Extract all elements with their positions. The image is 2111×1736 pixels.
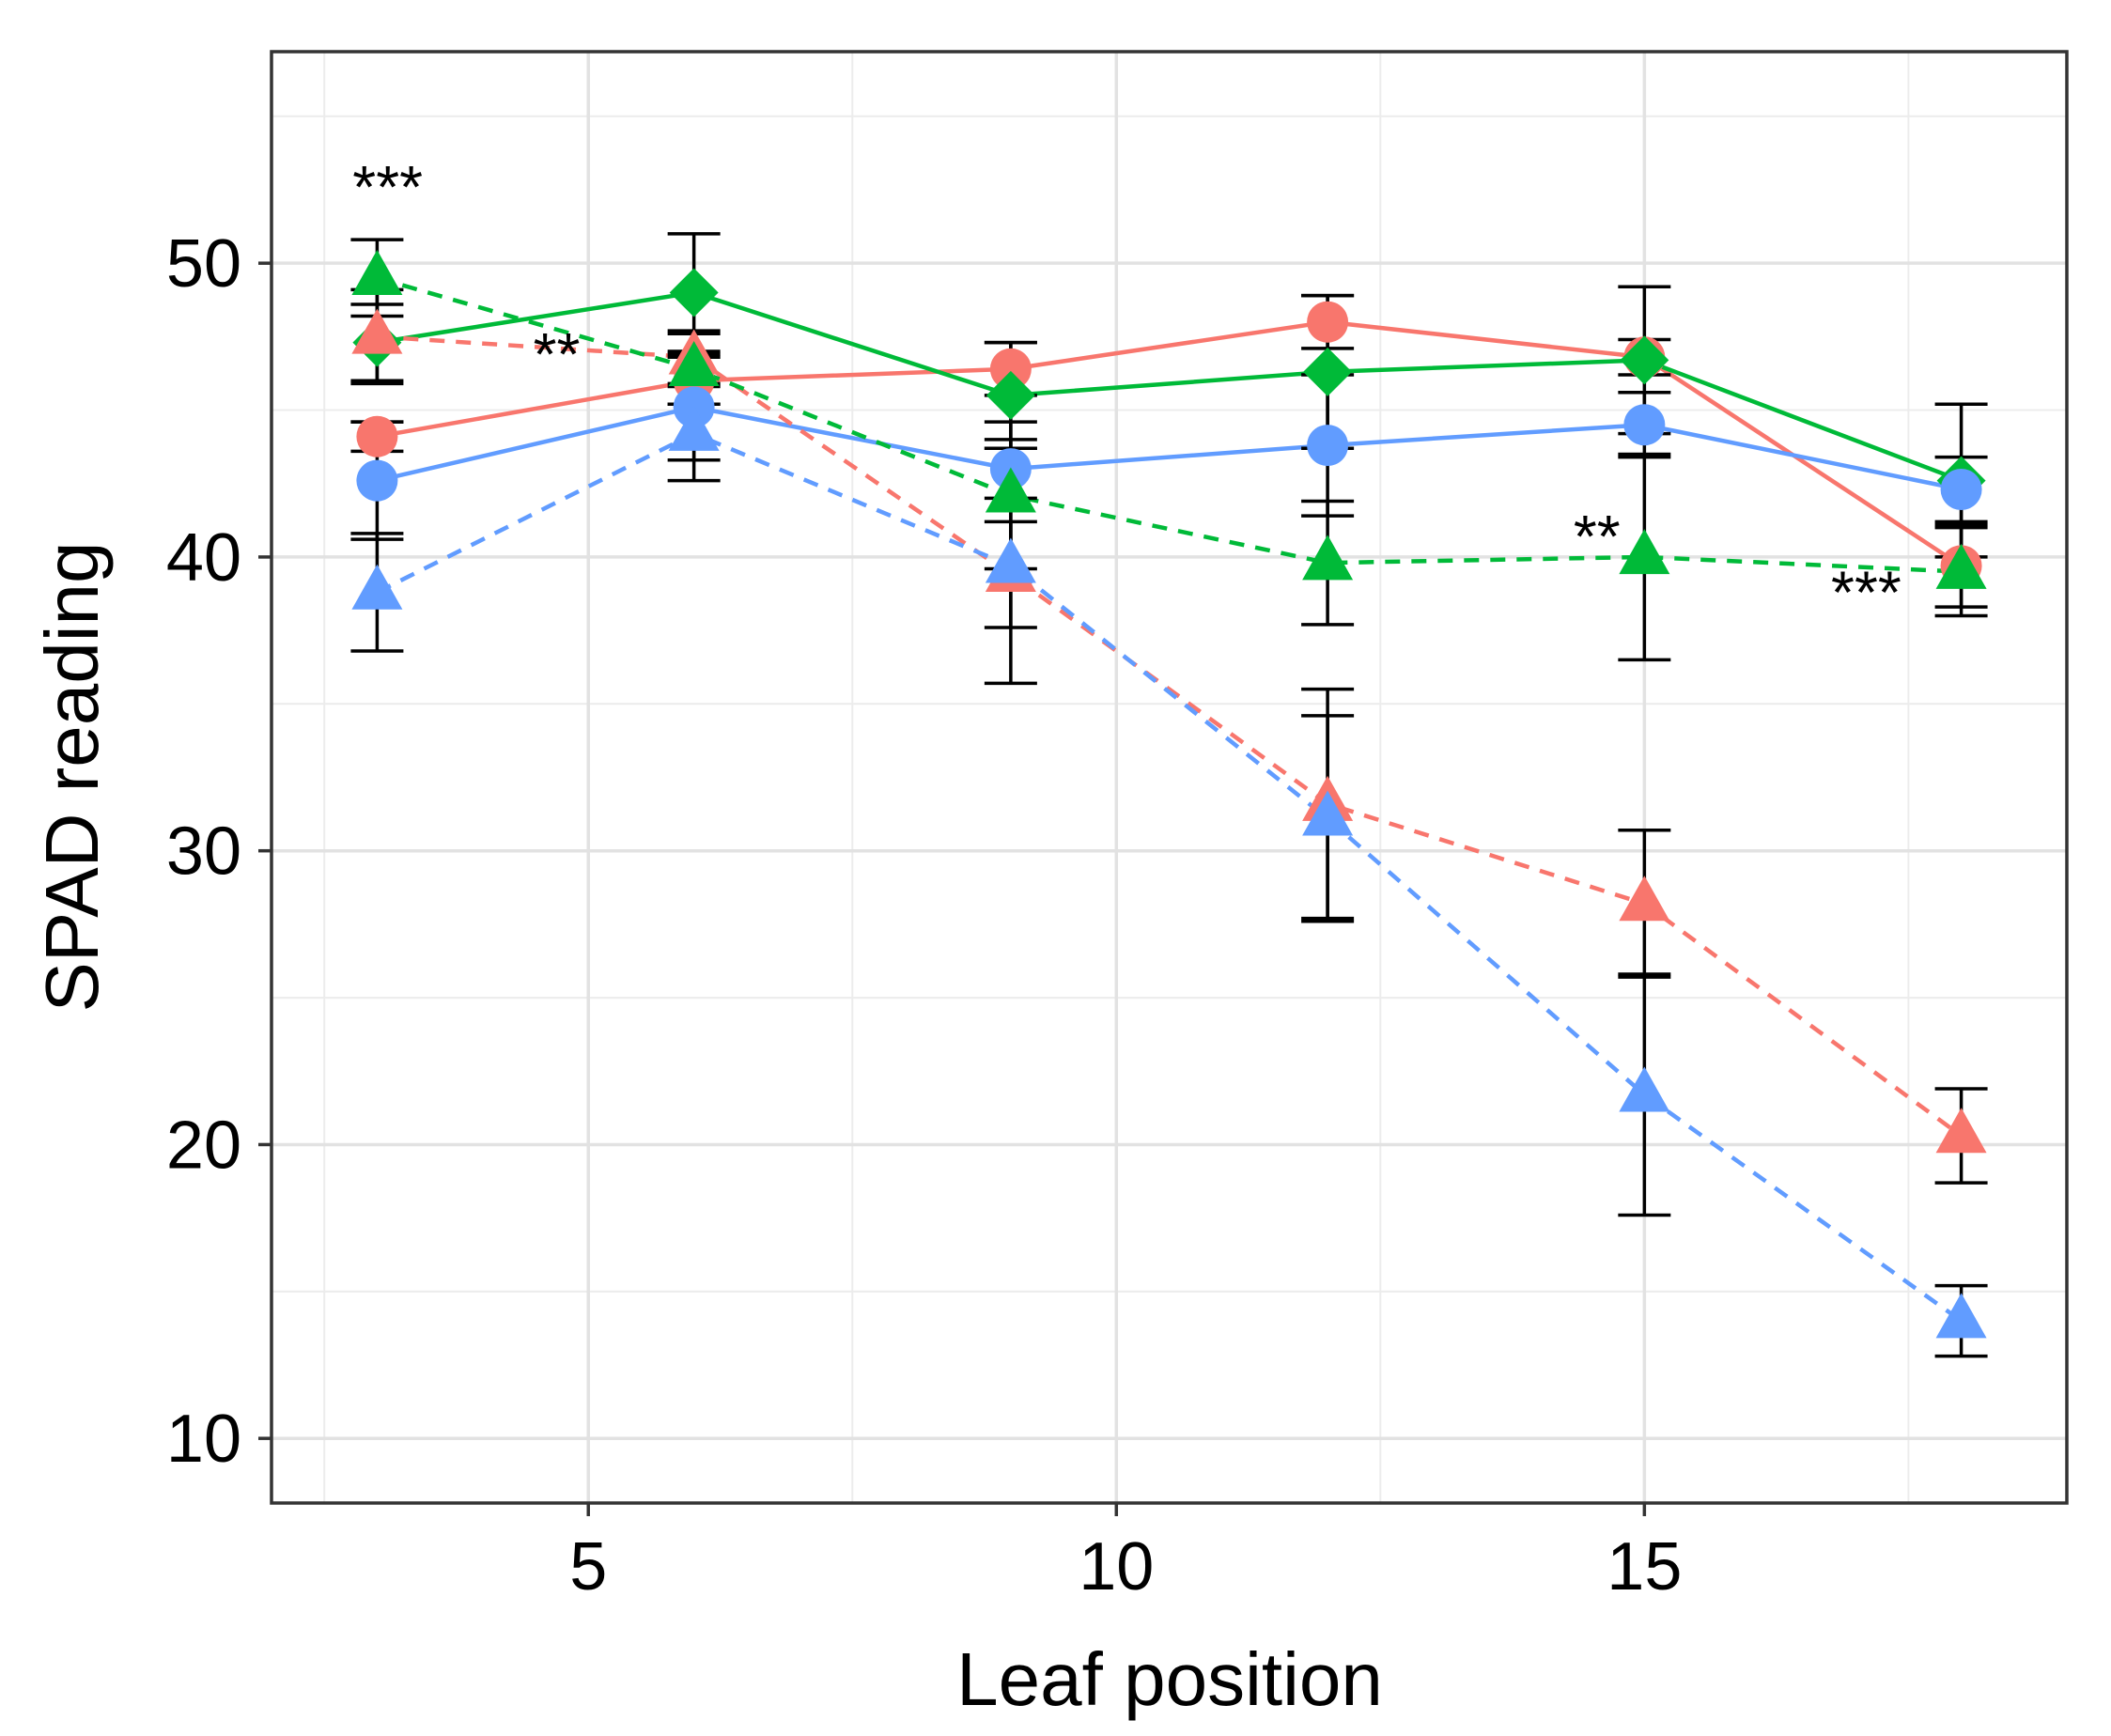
series-line-red-solid-circle — [377, 319, 1963, 568]
marker-circle-blue-solid-circle — [1940, 469, 1982, 511]
marker-circle-blue-solid-circle — [1623, 404, 1666, 446]
significance-annotations: ********** — [352, 153, 1901, 627]
marker-diamond-green-solid-diamond — [1620, 335, 1669, 385]
series-line-blue-solid-circle — [376, 405, 1963, 492]
marker-triangle-blue-dashed-triangle — [351, 564, 403, 610]
y-axis-title: SPAD reading — [30, 541, 114, 1012]
marker-circle-blue-solid-circle — [356, 459, 398, 502]
y-tick-label: 50 — [166, 226, 241, 302]
marker-diamond-green-solid-diamond — [986, 370, 1035, 420]
x-tick-label: 10 — [1079, 1529, 1154, 1604]
marker-triangle-red-dashed-triangle — [1619, 876, 1670, 922]
marker-triangle-red-dashed-triangle — [1935, 1108, 1987, 1154]
marker-diamond-green-solid-diamond — [1303, 347, 1353, 396]
panel-border — [270, 50, 2069, 1505]
marker-triangle-blue-dashed-triangle — [1619, 1066, 1670, 1112]
y-tick-label: 10 — [166, 1402, 241, 1477]
significance-label: *** — [1831, 558, 1901, 626]
x-axis-title: Leaf position — [956, 1637, 1383, 1721]
marker-triangle-green-dashed-triangle — [985, 467, 1036, 513]
axes: 5 10 15 10 20 30 40 50 — [166, 226, 1682, 1604]
series-lines — [376, 275, 1963, 1323]
marker-circle-red-solid-circle — [989, 348, 1032, 390]
significance-label: *** — [352, 153, 423, 221]
marker-triangle-blue-dashed-triangle — [668, 405, 720, 451]
y-tick-label: 30 — [166, 814, 241, 890]
marker-triangle-green-dashed-triangle — [1619, 529, 1670, 575]
x-tick-label: 5 — [569, 1529, 607, 1604]
series-line-green-dashed-triangle — [376, 275, 1962, 574]
marker-triangle-blue-dashed-triangle — [1935, 1293, 1987, 1339]
y-tick-label: 20 — [166, 1108, 241, 1183]
significance-label: ** — [1574, 503, 1621, 570]
y-tick-label: 40 — [166, 520, 241, 596]
marker-circle-blue-solid-circle — [1307, 425, 1349, 467]
marker-triangle-green-dashed-triangle — [668, 341, 720, 387]
marker-diamond-green-solid-diamond — [669, 268, 719, 318]
marker-triangle-blue-dashed-triangle — [985, 537, 1036, 583]
series-line-green-solid-diamond — [377, 290, 1963, 483]
marker-triangle-red-dashed-triangle — [351, 308, 403, 354]
marker-triangle-green-dashed-triangle — [1302, 535, 1354, 581]
data-markers — [351, 250, 1987, 1339]
marker-triangle-green-dashed-triangle — [351, 250, 403, 296]
marker-circle-red-solid-circle — [356, 415, 398, 457]
series-line-blue-dashed-triangle — [376, 431, 1963, 1323]
marker-circle-red-solid-circle — [1307, 301, 1349, 343]
marker-triangle-green-dashed-triangle — [1935, 543, 1987, 589]
x-tick-label: 15 — [1607, 1529, 1682, 1604]
significance-label: ** — [534, 320, 581, 388]
marker-triangle-blue-dashed-triangle — [1302, 790, 1354, 836]
